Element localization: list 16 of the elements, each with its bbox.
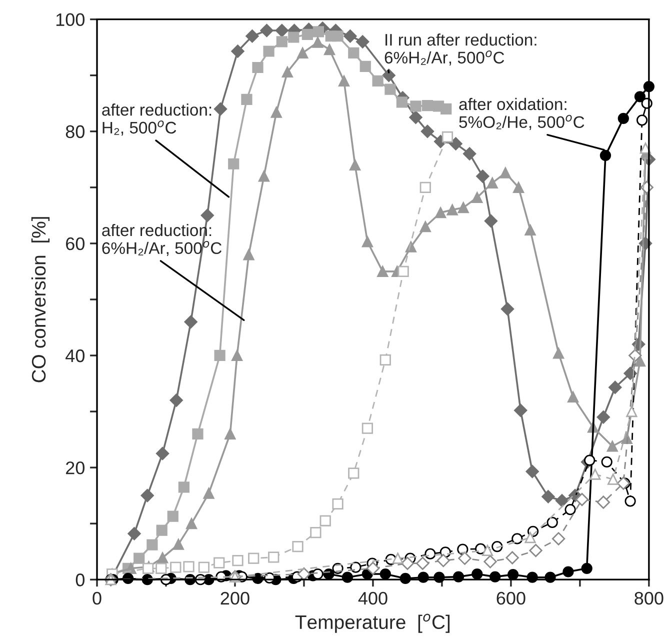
x-tick-label: 400 bbox=[358, 592, 388, 605]
y-tick-label: 60 bbox=[66, 237, 84, 250]
y-tick-label: 20 bbox=[66, 461, 84, 474]
y-tick-label: 40 bbox=[66, 349, 84, 362]
x-tick-label: 200 bbox=[220, 592, 250, 605]
x-tick-label: 800 bbox=[634, 592, 664, 605]
y-axis-title: CO conversion [%] bbox=[31, 217, 50, 382]
annotation: after oxidation: 5%O₂/He, 500$^{o}$C bbox=[459, 98, 584, 130]
annotation: after reduction: H₂, 500$^{o}$C bbox=[102, 103, 212, 136]
y-tick-label: 80 bbox=[66, 125, 84, 138]
x-tick-label: 0 bbox=[92, 592, 102, 605]
y-tick-label: 100 bbox=[56, 13, 84, 26]
x-axis-title: Temperature [$^{o}$C] bbox=[295, 614, 450, 633]
x-tick-label: 600 bbox=[496, 592, 526, 605]
y-tick-label: 0 bbox=[76, 574, 84, 586]
annotation: II run after reduction: 6%H₂/Ar, 500$^{o}$C bbox=[384, 33, 536, 66]
